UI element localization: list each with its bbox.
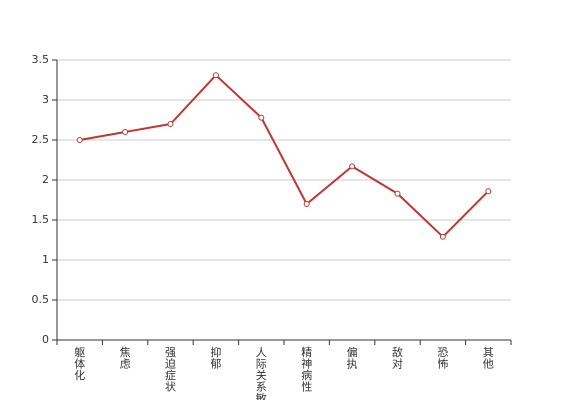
- x-tick-label: 其他: [483, 346, 494, 371]
- y-tick-label: 0: [42, 333, 49, 346]
- x-tick-label: 精神病性: [301, 346, 312, 394]
- data-point[interactable]: [212, 72, 219, 79]
- axes: [52, 59, 512, 345]
- y-axis-tick-labels: 0 0.5 1 1.5 2 2.5 3 3.5: [32, 53, 50, 346]
- data-point[interactable]: [122, 129, 129, 135]
- data-point[interactable]: [485, 188, 492, 195]
- series-line: [79, 74, 490, 238]
- data-point[interactable]: [167, 121, 174, 127]
- data-point[interactable]: [303, 201, 310, 207]
- x-tick-label: 敌对: [392, 345, 403, 371]
- data-point[interactable]: [76, 137, 83, 143]
- data-point[interactable]: [394, 190, 401, 197]
- y-tick-label: 1.5: [32, 213, 50, 226]
- x-tick-label: 焦虑: [120, 346, 131, 371]
- y-tick-label: 2.5: [32, 133, 50, 146]
- x-axis-tick-labels: 躯体化 焦虑 强迫症状 抑郁 人际关系敏感 精神病性 偏执 敌对 恐怖 其他: [74, 345, 494, 405]
- x-tick-label: 恐怖: [437, 346, 448, 371]
- y-tick-label: 1: [42, 253, 49, 266]
- x-tick-label: 抑郁: [210, 345, 221, 371]
- x-tick-label: 躯体化: [74, 346, 85, 382]
- x-tick-label: 强迫症状: [165, 346, 176, 394]
- data-point[interactable]: [439, 233, 446, 240]
- series-layer: [76, 72, 492, 240]
- y-tick-label: 3.5: [32, 53, 50, 66]
- y-tick-label: 0.5: [32, 293, 50, 306]
- data-point[interactable]: [349, 163, 356, 170]
- x-tick-label: 人际关系敏感: [256, 346, 267, 400]
- x-tick-label: 偏执: [347, 345, 358, 371]
- grid-lines: [57, 59, 511, 301]
- y-tick-label: 2: [42, 173, 49, 186]
- data-point[interactable]: [258, 114, 265, 121]
- y-tick-label: 3: [42, 93, 49, 106]
